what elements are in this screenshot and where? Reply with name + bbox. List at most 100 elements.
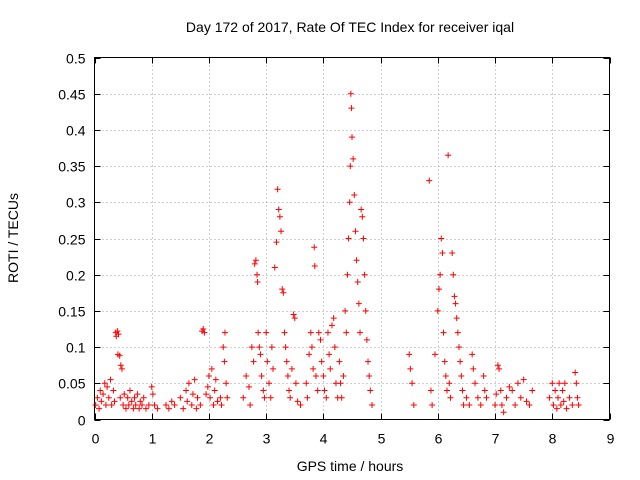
data-point (529, 387, 536, 394)
data-point (556, 380, 563, 387)
data-point (255, 329, 262, 336)
data-point (447, 394, 454, 401)
data-point (278, 228, 285, 235)
data-point (452, 300, 459, 307)
data-point (314, 387, 321, 394)
data-point (481, 387, 488, 394)
data-point (257, 351, 264, 358)
data-point (347, 90, 354, 97)
data-point (344, 271, 351, 278)
data-point (261, 394, 268, 401)
data-point (214, 398, 221, 405)
data-point (180, 405, 187, 412)
data-point (443, 387, 450, 394)
data-point (171, 402, 178, 409)
y-tick-label: 0.25 (58, 232, 85, 248)
data-point (351, 192, 358, 199)
data-point (151, 402, 158, 409)
data-point (326, 351, 333, 358)
data-point (321, 387, 328, 394)
data-point (140, 394, 147, 401)
data-point (457, 358, 464, 365)
data-point (427, 387, 434, 394)
x-tick-label: 3 (263, 431, 271, 447)
x-tick-label: 4 (320, 431, 328, 447)
data-point (550, 402, 557, 409)
data-point (494, 362, 501, 369)
data-point (273, 239, 280, 246)
data-point (221, 329, 228, 336)
data-point (561, 380, 568, 387)
data-point (291, 315, 298, 322)
data-point (431, 351, 438, 358)
data-point (125, 402, 132, 409)
data-point (349, 134, 355, 141)
y-tick-label: 0.4 (66, 123, 86, 139)
data-point (248, 344, 255, 351)
data-point (254, 271, 261, 278)
data-point (223, 380, 230, 387)
data-point (148, 383, 155, 390)
y-tick-label: 0.45 (58, 87, 85, 103)
data-point (546, 394, 553, 401)
data-point (453, 315, 460, 322)
x-tick-label: 5 (378, 431, 386, 447)
data-point (441, 358, 448, 365)
data-point (569, 402, 576, 409)
data-point (503, 394, 510, 401)
data-point (102, 402, 109, 409)
data-point (126, 387, 133, 394)
plot-frame (94, 57, 610, 420)
data-point (267, 394, 274, 401)
grid (94, 57, 610, 420)
data-point (526, 402, 533, 409)
data-point (258, 373, 265, 380)
data-point (117, 394, 124, 401)
data-point (359, 213, 366, 220)
data-point (362, 307, 369, 314)
data-point (512, 402, 519, 409)
data-point (136, 405, 143, 412)
data-point (566, 394, 573, 401)
data-point (343, 329, 350, 336)
data-point (410, 402, 417, 409)
data-point (183, 387, 190, 394)
data-point (191, 376, 198, 383)
data-point (100, 391, 107, 398)
data-point (409, 380, 416, 387)
data-point (185, 380, 192, 387)
data-point (573, 380, 580, 387)
data-point (352, 228, 359, 235)
data-point (509, 387, 516, 394)
data-point (450, 271, 457, 278)
data-point (520, 376, 527, 383)
data-point (357, 329, 364, 336)
data-point (483, 394, 490, 401)
data-point (203, 391, 210, 398)
data-point (304, 394, 311, 401)
data-point (303, 380, 310, 387)
data-point (354, 278, 361, 285)
data-point (318, 358, 325, 365)
data-point (240, 394, 247, 401)
data-point (348, 105, 355, 112)
data-point (492, 402, 499, 409)
data-point (217, 394, 224, 401)
data-point (201, 329, 208, 336)
data-point (96, 405, 103, 412)
data-point (143, 405, 149, 412)
data-point (131, 394, 138, 401)
data-point (363, 336, 370, 343)
data-point (207, 394, 214, 401)
y-tick-label: 0.35 (58, 159, 85, 175)
x-tick-label: 0 (92, 431, 100, 447)
data-point (434, 307, 441, 314)
data-point (369, 402, 376, 409)
data-point (111, 398, 118, 405)
data-point (280, 289, 287, 296)
data-point (440, 329, 447, 336)
data-point (149, 391, 156, 398)
data-point (307, 329, 314, 336)
data-point (266, 380, 273, 387)
